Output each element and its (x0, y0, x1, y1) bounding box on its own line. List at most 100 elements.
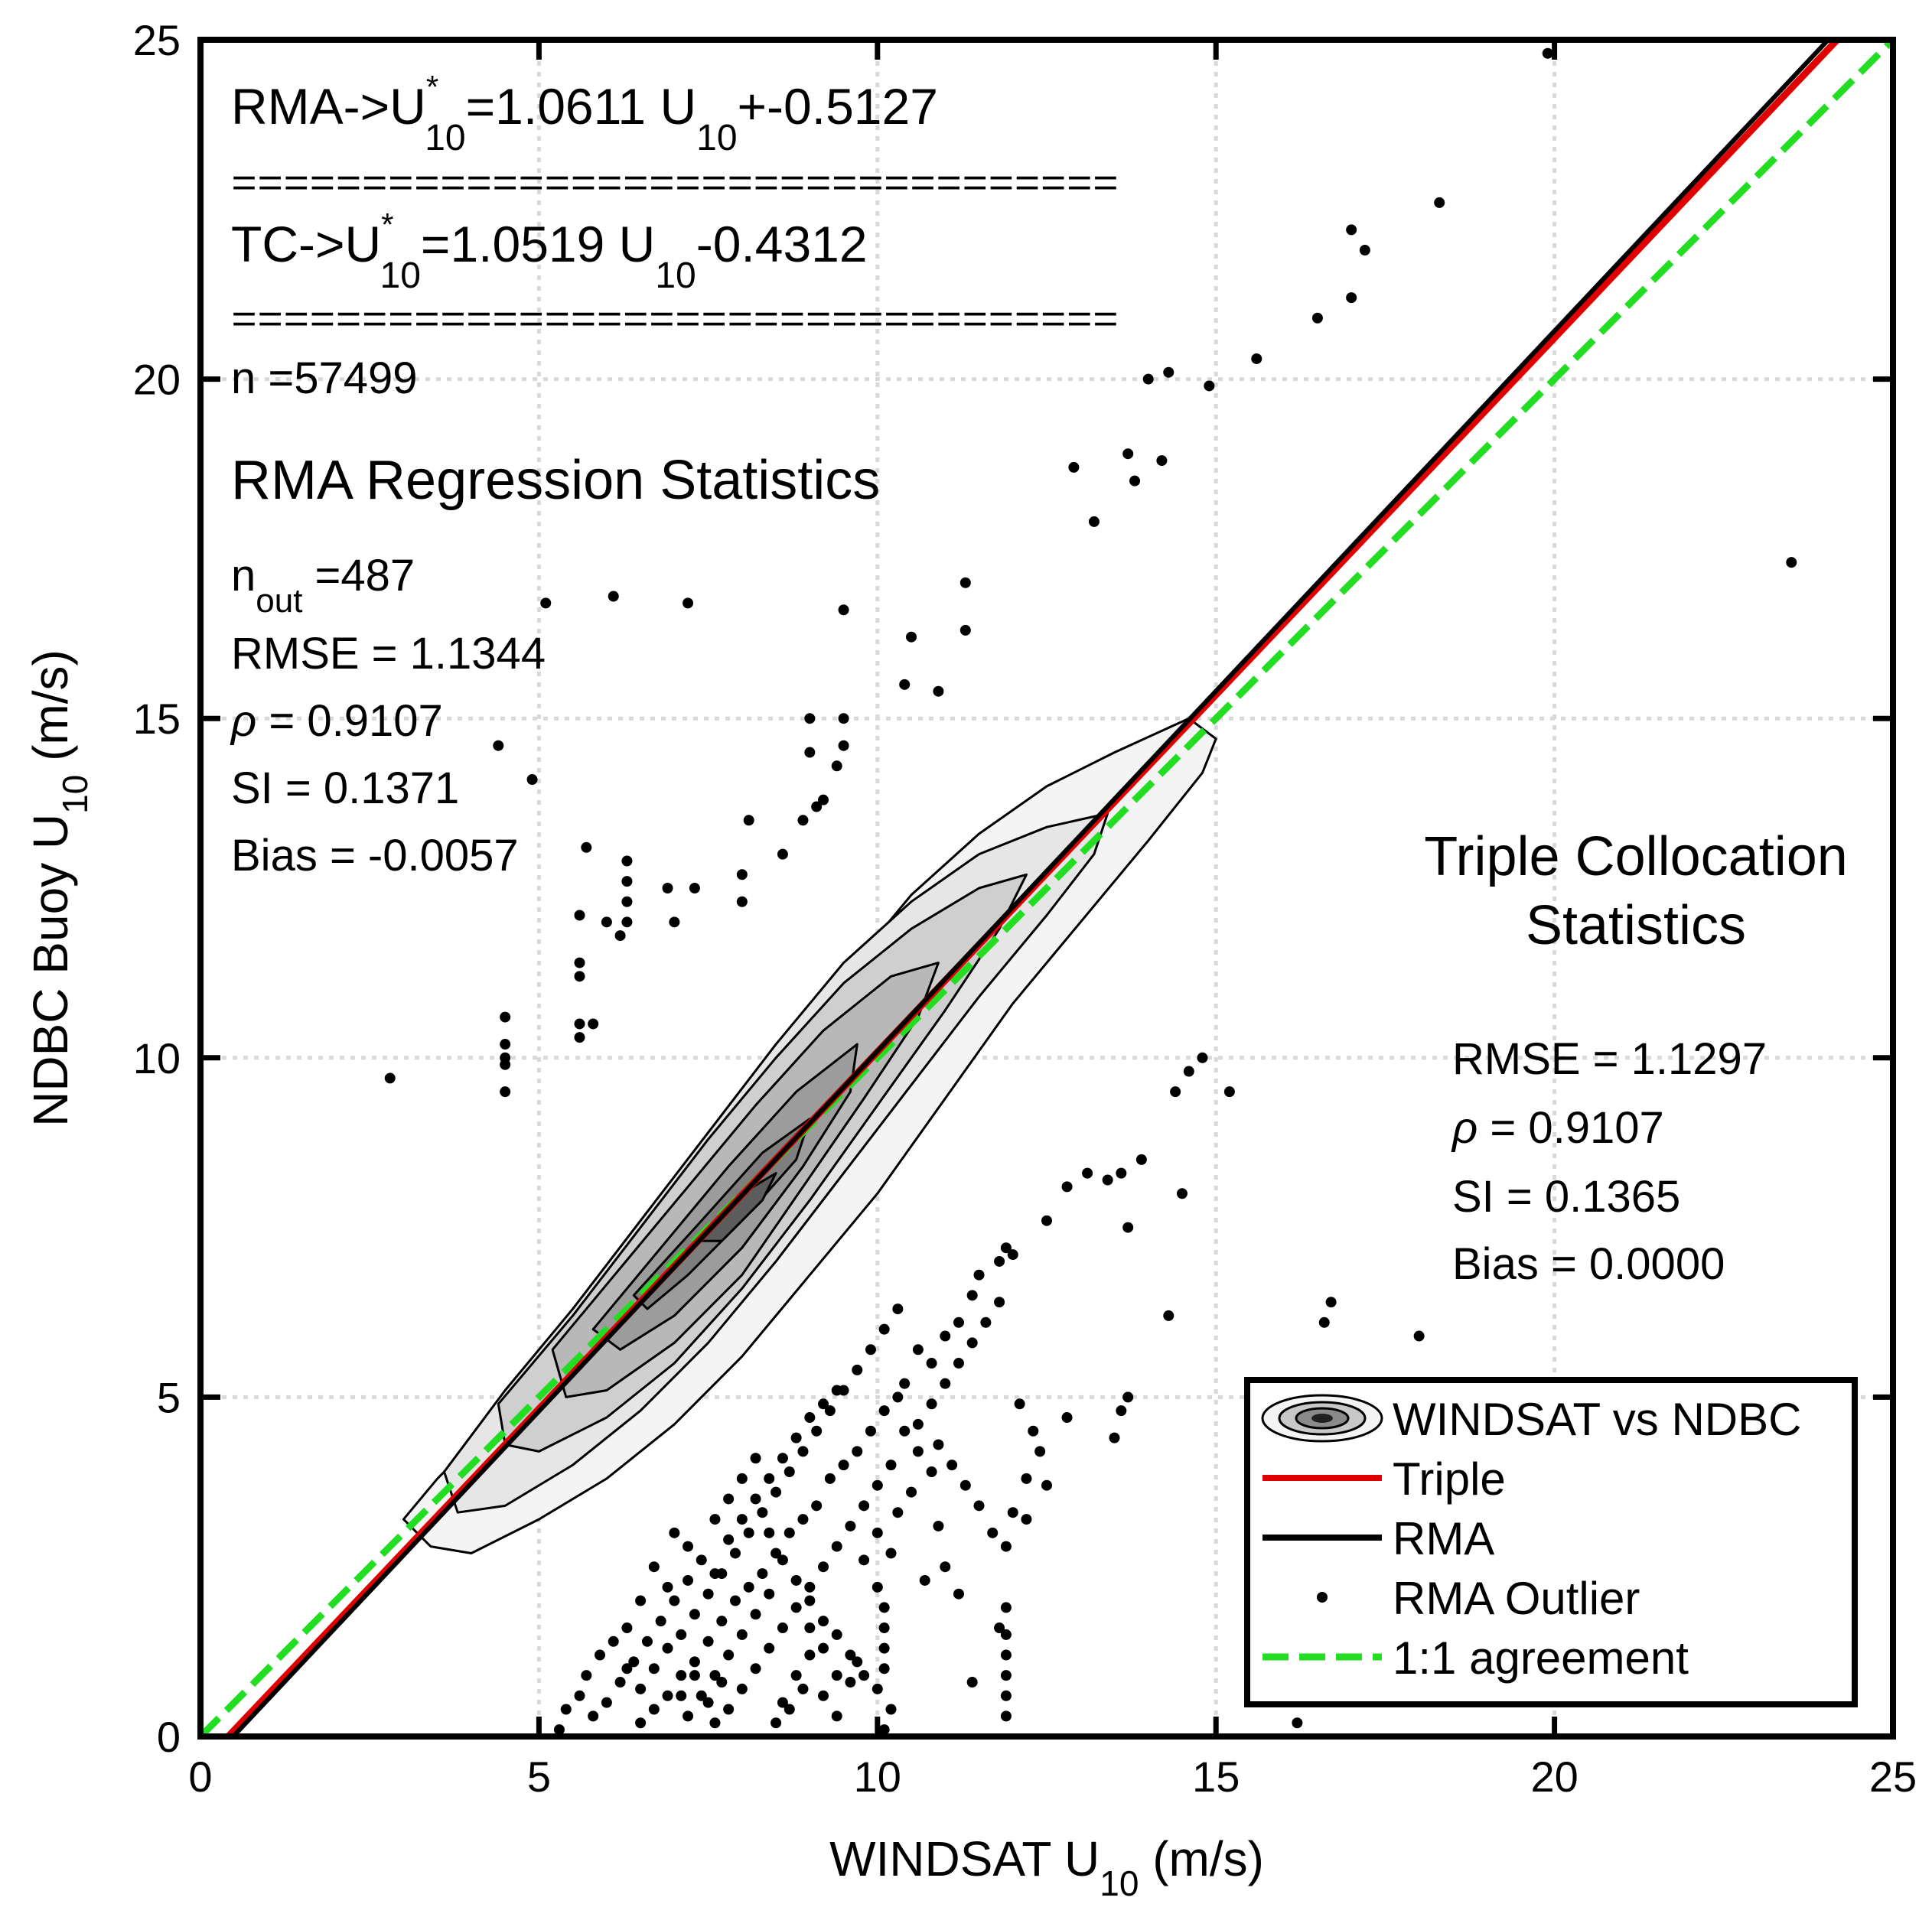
legend-label-outlier: RMA Outlier (1393, 1573, 1640, 1624)
outlier-point (716, 1616, 728, 1627)
outlier-point (1034, 1446, 1046, 1457)
outlier-point (1176, 1188, 1188, 1199)
outlier-point (858, 1554, 870, 1566)
outlier-point (574, 1690, 585, 1701)
outlier-point (777, 1622, 788, 1634)
x-tick-label: 5 (527, 1753, 551, 1801)
outlier-point (676, 1670, 687, 1681)
outlier-point (797, 1683, 809, 1694)
outlier-point (953, 1358, 964, 1369)
outlier-point (1000, 1242, 1012, 1254)
outlier-point (689, 1670, 700, 1681)
outlier-point (1021, 1514, 1032, 1525)
outlier-point (804, 1595, 816, 1606)
y-axis-title: NDBC Buoy U10 (m/s) (23, 649, 95, 1127)
outlier-point (595, 1649, 606, 1661)
outlier-point (723, 1493, 735, 1505)
outlier-point (764, 1473, 775, 1484)
rma-rmse: RMSE = 1.1344 (231, 629, 546, 679)
outlier-point (1014, 1398, 1025, 1410)
tc-stats-title-line2: Statistics (1526, 895, 1746, 956)
outlier-point (1122, 1391, 1134, 1403)
outlier-point (892, 1303, 904, 1315)
sample-count: n =57499 (231, 353, 418, 403)
outlier-point (852, 1446, 863, 1457)
outlier-point (838, 1385, 849, 1396)
axes-frame (197, 37, 1896, 1740)
outlier-point (601, 1697, 612, 1708)
outlier-point (1163, 1310, 1175, 1321)
grid (197, 37, 1896, 1740)
y-tick-label: 5 (157, 1373, 181, 1421)
outlier-point (872, 1683, 883, 1694)
outlier-point (777, 1554, 788, 1566)
outlier-point (1000, 1541, 1012, 1552)
outlier-point (1000, 1710, 1012, 1722)
outlier-point (845, 1520, 856, 1531)
outlier-point (1135, 1154, 1147, 1165)
outlier-point (1434, 197, 1445, 208)
y-axis-title-main: NDBC Buoy U (23, 814, 78, 1127)
outlier-point (1318, 1317, 1330, 1328)
outlier-point (804, 1622, 816, 1634)
outlier-point (878, 1724, 890, 1736)
legend-label-triple: Triple (1393, 1453, 1506, 1505)
outlier-point (628, 1656, 640, 1668)
outlier-point (906, 631, 917, 643)
outlier-point (926, 1398, 937, 1410)
outlier-point (676, 1690, 687, 1701)
outlier-point (493, 740, 504, 751)
outlier-point (608, 1635, 619, 1647)
outlier-point (702, 1635, 714, 1647)
outlier-point (973, 1269, 985, 1281)
tc-rho: ρ = 0.9107 (1451, 1103, 1664, 1153)
outlier-point (933, 1439, 944, 1450)
outlier-point (601, 916, 612, 928)
outlier-point (811, 1425, 823, 1437)
outlier-point (736, 896, 748, 907)
legend-label-one-to-one: 1:1 agreement (1393, 1632, 1689, 1684)
outlier-point (831, 1541, 842, 1552)
outlier-point (966, 1677, 978, 1688)
outlier-point (500, 1011, 511, 1023)
outlier-point (959, 624, 971, 636)
outlier-point (689, 1609, 700, 1620)
outlier-point (1346, 224, 1357, 236)
outlier-point (994, 1255, 1005, 1267)
outlier-point (878, 1602, 890, 1613)
y-axis-title-unit: (m/s) (23, 649, 78, 775)
outlier-point (757, 1507, 768, 1518)
tc-bias: Bias = 0.0000 (1452, 1239, 1725, 1289)
outlier-point (1000, 1690, 1012, 1701)
outlier-point (574, 1032, 585, 1043)
equation-block: RMA->U* 10=1.0611 U10+-0.5127 ===========… (231, 69, 1119, 403)
outlier-point (878, 1323, 890, 1335)
outlier-point (797, 815, 809, 826)
outlier-point (1041, 1479, 1052, 1491)
outlier-point (621, 1663, 633, 1675)
outlier-point (696, 1690, 707, 1701)
outlier-point (1109, 1432, 1120, 1443)
legend-outlier-swatch (1317, 1592, 1328, 1603)
outlier-point (689, 1656, 700, 1668)
x-axis-title: WINDSAT U10 (m/s) (829, 1831, 1264, 1903)
outlier-point (648, 1561, 660, 1573)
x-axis-title-unit: (m/s) (1139, 1831, 1264, 1886)
outlier-point (662, 883, 673, 893)
outlier-point (885, 1548, 897, 1559)
outlier-point (892, 1391, 904, 1403)
outlier-point (736, 1629, 748, 1640)
outlier-point (811, 1500, 823, 1512)
outlier-point (1346, 292, 1357, 304)
outlier-point (784, 1527, 795, 1538)
outlier-point (723, 1704, 735, 1715)
outlier-point (641, 1635, 653, 1647)
x-tick-label: 10 (854, 1753, 901, 1801)
outlier-point (994, 1297, 1005, 1308)
outlier-point (574, 1018, 585, 1030)
outlier-point (526, 774, 538, 786)
outlier-point (845, 1649, 856, 1661)
outlier-point (790, 1574, 802, 1586)
outlier-point (804, 713, 816, 724)
outlier-point (614, 930, 626, 942)
